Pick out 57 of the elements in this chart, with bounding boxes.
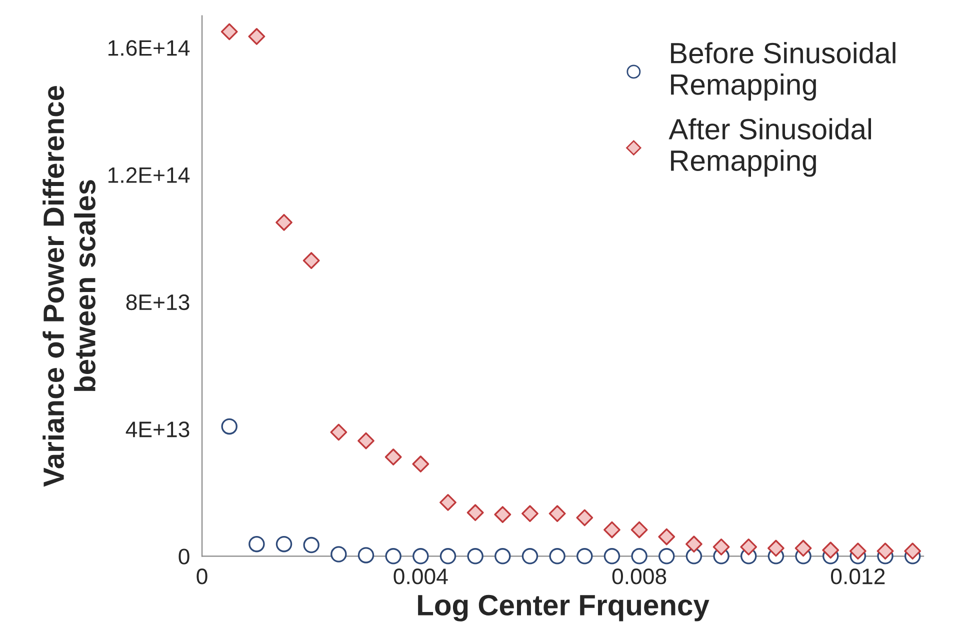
point (358, 547, 374, 564)
point (686, 536, 702, 553)
legend-label: Before Sinusoidal Remapping (671, 42, 896, 101)
x-axis-title: Log Center Frquency (418, 594, 710, 622)
point (302, 252, 320, 269)
point (248, 536, 265, 552)
point (303, 536, 320, 554)
point (384, 448, 402, 466)
legend-label: After Sinusoidal Remapping (668, 118, 871, 177)
point (220, 23, 238, 40)
point (548, 505, 566, 522)
x-tick-label: 0.004 (394, 568, 448, 584)
point (221, 418, 238, 435)
x-tick-label: 0.012 (830, 568, 885, 584)
point (248, 28, 266, 45)
point (686, 548, 702, 564)
point (440, 548, 456, 564)
point (658, 528, 676, 546)
point (385, 548, 402, 564)
point (604, 521, 620, 538)
x-tick-label: 0 (196, 568, 208, 584)
point (522, 548, 538, 564)
point (466, 504, 484, 522)
y-tick-label: 1.2E+14 (108, 167, 190, 183)
point (740, 538, 758, 556)
point (467, 548, 484, 564)
point (440, 494, 456, 511)
point (276, 536, 292, 552)
point (849, 542, 866, 560)
point (822, 542, 840, 559)
point (794, 540, 812, 557)
point (876, 542, 894, 560)
point (330, 546, 347, 562)
point (549, 548, 566, 564)
point (522, 505, 538, 522)
y-axis-title: Variance of Power Difference between scales (42, 86, 96, 487)
point (276, 214, 292, 231)
point (494, 548, 511, 564)
point (412, 456, 430, 472)
point (904, 542, 922, 560)
point (658, 548, 675, 564)
y-tick-label: 8E+13 (126, 294, 190, 310)
point (630, 521, 648, 538)
y-tick-label: 4E+13 (126, 422, 190, 438)
point (358, 432, 374, 450)
x-tick-label: 0.008 (612, 568, 666, 584)
point (768, 540, 784, 557)
point (494, 506, 512, 523)
point (576, 509, 594, 526)
point (412, 548, 429, 564)
point (631, 548, 648, 564)
point (576, 548, 593, 564)
point (712, 538, 730, 556)
point (330, 424, 348, 441)
y-tick-label: 1.6E+14 (108, 40, 190, 56)
y-tick-label: 0 (178, 548, 190, 564)
point (604, 548, 620, 564)
